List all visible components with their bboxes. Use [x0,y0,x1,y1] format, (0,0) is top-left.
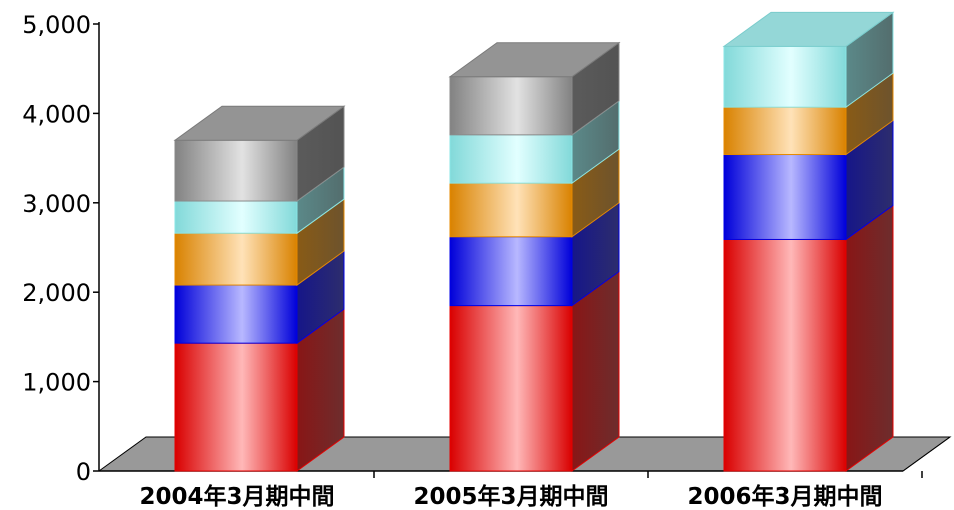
bar-segment-side [572,272,619,471]
bar-segment [175,140,297,201]
y-tick-label: 0 [76,458,91,486]
x-category-label: 2006年3月期中間 [687,483,882,510]
bar-segment [724,155,846,240]
bar-segment [724,239,846,471]
bar-segment [450,77,572,135]
bar-segment [724,46,846,107]
x-category-label: 2004年3月期中間 [139,483,334,510]
bar-segment [450,237,572,306]
y-tick-label: 4,000 [22,100,91,128]
bar-stack [450,43,619,471]
bar-segment [175,233,297,285]
y-tick-label: 2,000 [22,279,91,307]
bar-segment [175,285,297,343]
bar-stack [724,12,893,471]
y-tick-label: 5,000 [22,11,91,39]
bar-segment [175,201,297,233]
bars [175,12,893,471]
bar-segment [450,183,572,237]
y-tick-label: 3,000 [22,190,91,218]
bar-segment [175,343,297,471]
y-tick-label: 1,000 [22,369,91,397]
x-category-label: 2005年3月期中間 [413,483,608,510]
bar-segment [450,135,572,183]
bar-segment [724,107,846,154]
bar-segment [450,306,572,471]
bar-stack [175,106,344,471]
bar-segment-side [846,205,893,471]
